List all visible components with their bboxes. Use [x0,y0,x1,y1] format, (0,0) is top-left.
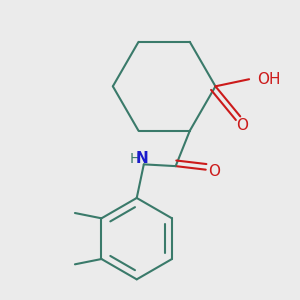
Text: O: O [208,164,220,179]
Text: O: O [236,118,248,134]
Text: N: N [136,151,148,166]
Text: OH: OH [257,72,280,87]
Text: H: H [130,152,140,166]
